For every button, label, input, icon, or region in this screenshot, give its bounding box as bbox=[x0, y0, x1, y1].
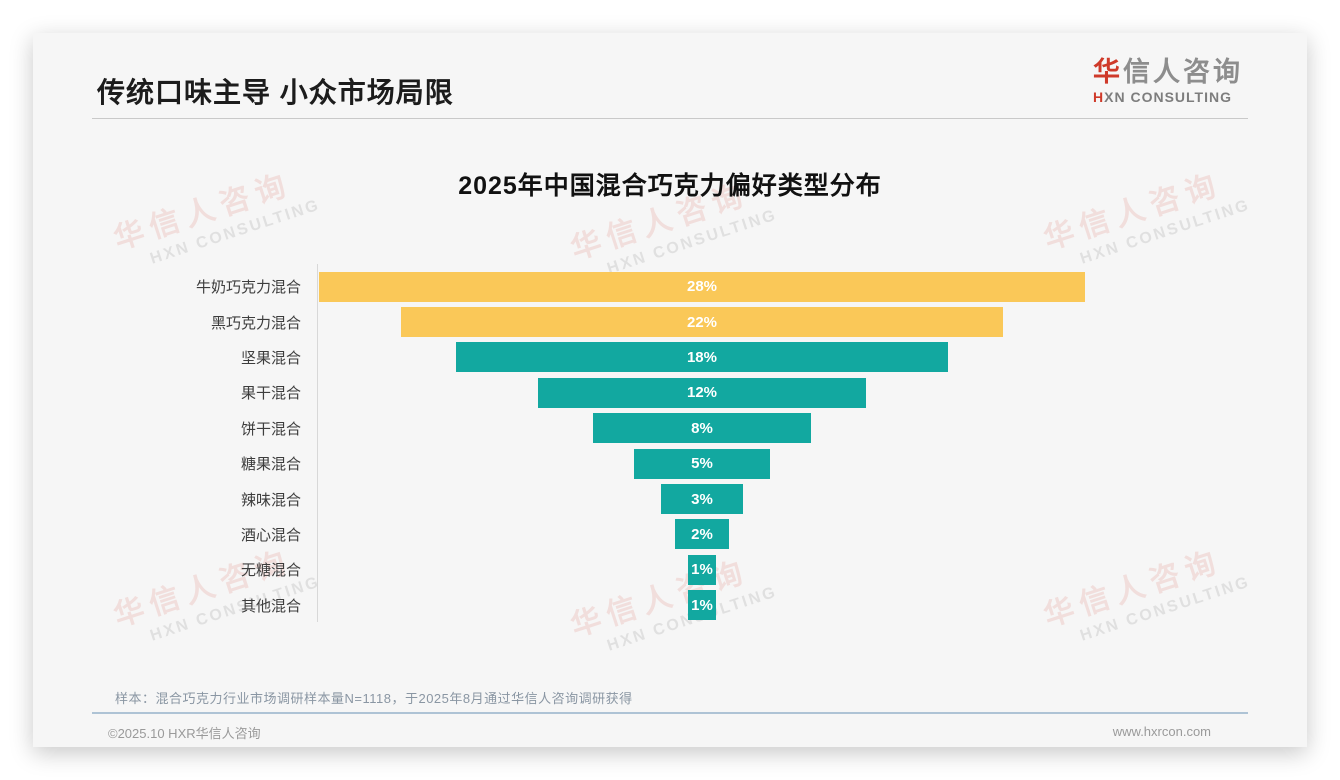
chart-row: 无糖混合 1% bbox=[33, 552, 1307, 587]
funnel-bar-track: 2% bbox=[319, 519, 1085, 550]
category-label: 黑巧克力混合 bbox=[210, 314, 301, 332]
chart-row: 果干混合 12% bbox=[33, 375, 1307, 410]
funnel-bar: 3% bbox=[660, 484, 744, 515]
chart-axis-line bbox=[317, 264, 318, 622]
funnel-bar-track: 1% bbox=[319, 590, 1085, 621]
category-label: 酒心混合 bbox=[240, 526, 301, 544]
logo-en-accent: H bbox=[1093, 88, 1105, 105]
bar-value-label: 1% bbox=[691, 596, 713, 614]
sample-note: 样本：混合巧克力行业市场调研样本量N=1118，于2025年8月通过华信人咨询调… bbox=[115, 691, 633, 706]
chart-row: 酒心混合 2% bbox=[33, 517, 1307, 552]
category-label: 无糖混合 bbox=[240, 562, 301, 580]
chart-title: 2025年中国混合巧克力偏好类型分布 bbox=[458, 172, 882, 200]
bar-value-label: 1% bbox=[691, 561, 713, 579]
category-label: 糖果混合 bbox=[240, 456, 301, 474]
watermark-en-text: HXN CONSULTING bbox=[605, 206, 780, 278]
chart-row: 黑巧克力混合 22% bbox=[33, 304, 1307, 339]
footer-copyright: ©2025.10 HXR华信人咨询 bbox=[108, 726, 261, 741]
footer-divider bbox=[92, 712, 1248, 714]
logo-cn-accent: 华 bbox=[1093, 57, 1123, 87]
funnel-bar: 1% bbox=[688, 590, 716, 621]
report-slide: 华信人咨询 HXN CONSULTING 华信人咨询 HXN CONSULTIN… bbox=[33, 33, 1307, 747]
logo-chinese-name: 华信人咨询 bbox=[1093, 57, 1243, 88]
title-divider bbox=[92, 118, 1248, 119]
bar-value-label: 12% bbox=[686, 384, 718, 402]
footer-website-url: www.hxrcon.com bbox=[1112, 724, 1211, 739]
funnel-bar-track: 22% bbox=[319, 307, 1085, 338]
funnel-bar: 2% bbox=[674, 519, 730, 550]
funnel-bar-track: 8% bbox=[319, 413, 1085, 444]
logo-english-name: HXN CONSULTING bbox=[1093, 89, 1243, 105]
funnel-bar-track: 1% bbox=[319, 554, 1085, 585]
funnel-bar-track: 12% bbox=[319, 377, 1085, 408]
funnel-bar-track: 5% bbox=[319, 448, 1085, 479]
funnel-bar: 22% bbox=[401, 307, 1003, 338]
funnel-bar-track: 28% bbox=[319, 271, 1085, 302]
chart-row: 坚果混合 18% bbox=[33, 340, 1307, 375]
bar-value-label: 8% bbox=[691, 419, 713, 437]
funnel-bar-track: 18% bbox=[319, 342, 1085, 373]
bar-value-label: 3% bbox=[691, 490, 713, 508]
category-label: 牛奶巧克力混合 bbox=[195, 279, 301, 297]
funnel-bar: 5% bbox=[633, 448, 771, 479]
category-label: 辣味混合 bbox=[240, 491, 301, 509]
bar-value-label: 22% bbox=[686, 313, 718, 331]
watermark-en-text: HXN CONSULTING bbox=[148, 196, 323, 268]
chart-row: 其他混合 1% bbox=[33, 588, 1307, 623]
chart-row: 饼干混合 8% bbox=[33, 411, 1307, 446]
bar-value-label: 5% bbox=[691, 455, 713, 473]
funnel-bar-track: 3% bbox=[319, 484, 1085, 515]
chart-row: 辣味混合 3% bbox=[33, 481, 1307, 516]
funnel-chart: 牛奶巧克力混合 28% 黑巧克力混合 22% 坚果混合 18% 果干混合 12% 饼干混合 8% 糖… bbox=[33, 269, 1307, 623]
funnel-bar: 18% bbox=[455, 342, 949, 373]
funnel-bar: 28% bbox=[319, 271, 1085, 302]
chart-row: 糖果混合 5% bbox=[33, 446, 1307, 481]
bar-value-label: 18% bbox=[686, 348, 717, 366]
company-logo: 华信人咨询 HXN CONSULTING bbox=[1093, 57, 1243, 105]
funnel-bar: 1% bbox=[688, 554, 716, 585]
logo-en-rest: XN CONSULTING bbox=[1104, 88, 1232, 105]
category-label: 坚果混合 bbox=[240, 349, 301, 367]
bar-value-label: 28% bbox=[686, 278, 718, 296]
watermark-en-text: HXN CONSULTING bbox=[1078, 196, 1253, 268]
category-label: 饼干混合 bbox=[240, 420, 301, 438]
category-label: 果干混合 bbox=[240, 385, 301, 403]
logo-cn-rest: 信人咨询 bbox=[1123, 57, 1243, 87]
chart-row: 牛奶巧克力混合 28% bbox=[33, 269, 1307, 304]
page-title: 传统口味主导 小众市场局限 bbox=[97, 77, 454, 108]
funnel-bar: 8% bbox=[592, 413, 812, 444]
funnel-bar: 12% bbox=[537, 377, 867, 408]
category-label: 其他混合 bbox=[240, 597, 301, 615]
bar-value-label: 2% bbox=[691, 525, 713, 543]
